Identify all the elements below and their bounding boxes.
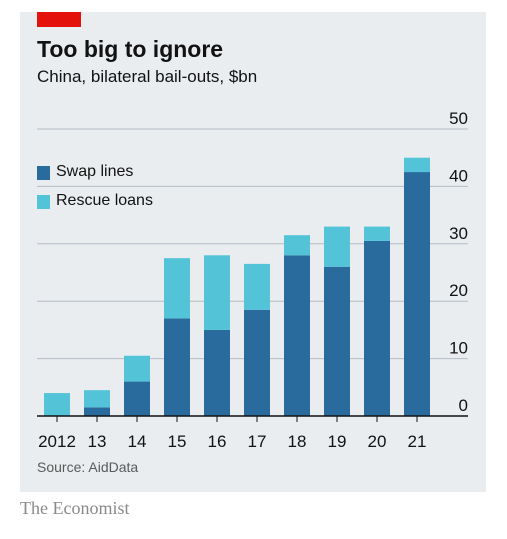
bars [37, 157, 468, 417]
y-tick-label-0: 0 [459, 396, 468, 415]
bar-rescue-loans-16 [204, 255, 230, 330]
bar-rescue-loans-14 [124, 355, 150, 382]
legend-label-rescue-loans: Rescue loans [56, 192, 153, 209]
x-tick-label-13: 13 [88, 432, 107, 451]
x-tick-label-19: 19 [328, 432, 347, 451]
bar-swap-lines-18 [284, 255, 310, 416]
y-tick-label-50: 50 [449, 109, 468, 128]
chart-title: Too big to ignore [37, 36, 224, 62]
y-tick-label-10: 10 [449, 339, 468, 358]
x-tick-label-21: 21 [408, 432, 427, 451]
x-tick-label-20: 20 [368, 432, 387, 451]
bar-rescue-loans-18 [284, 235, 310, 256]
bar-rescue-loans-13 [84, 390, 110, 408]
source-note: Source: AidData [37, 459, 139, 475]
x-tick-label-18: 18 [288, 432, 307, 451]
bar-rescue-loans-20 [364, 226, 390, 241]
bar-rescue-loans-21 [404, 157, 430, 173]
bar-swap-lines-14 [124, 381, 150, 416]
legend-swatch-rescue-loans [37, 195, 50, 209]
bar-rescue-loans-2012 [44, 393, 70, 416]
bar-chart: 2012 13 14 15 16 17 18 19 20 21 0 10 20 30 40 50 [37, 109, 468, 451]
bar-swap-lines-19 [324, 266, 350, 416]
bar-swap-lines-13 [84, 407, 110, 416]
y-axis-labels: 0 10 20 30 40 50 [449, 109, 468, 415]
bar-swap-lines-15 [164, 318, 190, 416]
bar-rescue-loans-15 [164, 258, 190, 319]
legend-label-swap-lines: Swap lines [56, 163, 134, 180]
bar-rescue-loans-17 [244, 263, 270, 310]
brand-logo: The Economist [20, 498, 130, 518]
chart-subtitle: China, bilateral bail-outs, $bn [37, 67, 258, 86]
x-tick-label-14: 14 [128, 432, 147, 451]
x-tick-label-2012: 2012 [38, 432, 76, 451]
chart-panel: Too big to ignore China, bilateral bail-… [20, 12, 486, 492]
x-axis-labels: 2012 13 14 15 16 17 18 19 20 21 [38, 416, 426, 451]
bar-rescue-loans-19 [324, 226, 350, 267]
x-tick-label-17: 17 [248, 432, 267, 451]
y-tick-label-30: 30 [449, 224, 468, 243]
bar-swap-lines-20 [364, 240, 390, 416]
x-tick-label-15: 15 [168, 432, 187, 451]
bar-swap-lines-21 [404, 172, 430, 416]
y-tick-label-40: 40 [449, 166, 468, 185]
bar-swap-lines-16 [204, 329, 230, 416]
bar-swap-lines-17 [244, 309, 270, 416]
y-tick-label-20: 20 [449, 281, 468, 300]
accent-bar [37, 12, 81, 27]
x-tick-label-16: 16 [208, 432, 227, 451]
legend-swatch-swap-lines [37, 166, 50, 180]
